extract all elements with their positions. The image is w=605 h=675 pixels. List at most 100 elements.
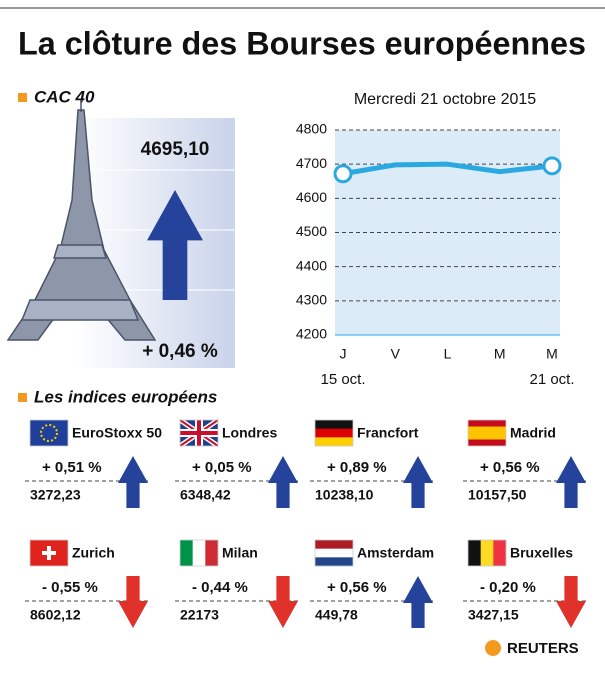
- y-tick-label: 4500: [296, 223, 327, 239]
- index-name: EuroStoxx 50: [72, 425, 162, 441]
- eiffel-tower: [6, 100, 157, 341]
- end-point: [542, 156, 562, 176]
- y-tick-label: 4200: [296, 326, 327, 342]
- y-tick-label: 4400: [296, 257, 327, 273]
- flag: [205, 540, 219, 566]
- index-change: + 0,51 %: [42, 459, 102, 476]
- flag-border: [179, 539, 219, 567]
- flag: [30, 540, 68, 566]
- flag: [315, 540, 353, 567]
- index-change: - 0,55 %: [42, 579, 98, 596]
- arrow: [556, 576, 586, 628]
- flag: [468, 426, 506, 440]
- flag: [30, 420, 68, 446]
- cac-value: 4695,10: [141, 139, 210, 160]
- flag: [315, 437, 353, 447]
- flag-border: [29, 539, 69, 567]
- bullet: [18, 93, 27, 102]
- reuters-logo: [485, 640, 501, 656]
- arrow: [268, 576, 298, 628]
- flag-border: [179, 419, 219, 447]
- source: REUTERS: [507, 640, 579, 657]
- flag-border: [29, 419, 69, 447]
- x-tick-label: L: [444, 346, 452, 362]
- flag: [30, 420, 68, 446]
- x-tick-label: J: [340, 346, 347, 362]
- index-change: - 0,44 %: [192, 579, 248, 596]
- x-start-label: 15 oct.: [320, 371, 365, 388]
- indices-title: Les indices européens: [34, 387, 217, 406]
- x-tick-label: M: [546, 346, 558, 362]
- flag: [192, 540, 206, 566]
- flag: [315, 420, 353, 447]
- arrow: [403, 456, 433, 508]
- title: La clôture des Bourses européennes: [18, 25, 586, 61]
- index-value: 10157,50: [468, 487, 527, 503]
- index-value: 6348,42: [180, 487, 231, 503]
- index-card: Madrid + 0,56 % 10157,50: [463, 419, 588, 508]
- flag: [180, 540, 219, 566]
- index-value: 8602,12: [30, 607, 81, 623]
- index-card: Milan - 0,44 % 22173: [175, 539, 300, 628]
- arrow: [118, 576, 148, 628]
- flag-border: [314, 419, 354, 447]
- flag: [315, 557, 353, 567]
- index-card: Francfort + 0,89 % 10238,10: [310, 419, 435, 508]
- index-card: Zurich - 0,55 % 8602,12: [25, 539, 150, 628]
- flag: [178, 417, 220, 449]
- index-value: 22173: [180, 607, 219, 623]
- flag: [180, 540, 193, 566]
- flag: [468, 540, 481, 566]
- index-name: Francfort: [357, 425, 419, 441]
- arrow: [268, 456, 298, 508]
- flag-stars: [40, 424, 58, 442]
- x-tick-label: M: [494, 346, 506, 362]
- index-name: Londres: [222, 425, 277, 441]
- flag: [315, 548, 353, 558]
- indices: EuroStoxx 50 + 0,51 % 3272,23 Londres + 0,05…: [25, 417, 588, 628]
- flag: [480, 540, 494, 566]
- flag: [315, 428, 353, 438]
- index-value: 3272,23: [30, 487, 81, 503]
- arrow: [147, 190, 203, 300]
- arrow: [556, 456, 586, 508]
- line: [342, 161, 553, 177]
- y-tick-label: 4300: [296, 292, 327, 308]
- index-card: Amsterdam + 0,56 % 449,78: [310, 539, 435, 628]
- cac-arrow: [147, 190, 203, 300]
- flag-cross: [180, 420, 218, 446]
- flag-border: [314, 539, 354, 567]
- index-change: + 0,56 %: [327, 579, 387, 596]
- flag: [468, 540, 507, 566]
- index-value: 10238,10: [315, 487, 374, 503]
- index-name: Milan: [222, 545, 258, 561]
- index-change: + 0,89 %: [327, 459, 387, 476]
- y-tick-label: 4800: [296, 121, 327, 137]
- index-card: EuroStoxx 50 + 0,51 % 3272,23: [25, 419, 162, 508]
- index-name: Zurich: [72, 545, 115, 561]
- arrow: [118, 456, 148, 508]
- bullet: [18, 393, 27, 402]
- arrow: [403, 576, 433, 628]
- chart-subtitle: Mercredi 21 octobre 2015: [354, 91, 536, 108]
- index-name: Madrid: [510, 425, 556, 441]
- x-end-label: 21 oct.: [529, 371, 574, 388]
- line-chart: 4200 4300 4400 4500 4600 4700 4800 J V L M M 15 oct.…: [296, 121, 575, 388]
- flag: [315, 540, 353, 549]
- flag: [468, 420, 506, 446]
- index-change: + 0,05 %: [192, 459, 252, 476]
- index-card: Bruxelles - 0,20 % 3427,15: [463, 539, 588, 628]
- index-change: - 0,20 %: [480, 579, 536, 596]
- x-tick-label: V: [391, 346, 401, 362]
- flag: [315, 420, 353, 429]
- index-value: 3427,15: [468, 607, 519, 623]
- y-tick-label: 4700: [296, 155, 327, 171]
- index-value: 449,78: [315, 607, 358, 623]
- index-name: Bruxelles: [510, 545, 573, 561]
- index-name: Amsterdam: [357, 545, 434, 561]
- end-point: [333, 164, 353, 184]
- cac-label: CAC 40: [34, 87, 95, 106]
- flag-border: [467, 419, 507, 447]
- flag: [493, 540, 507, 566]
